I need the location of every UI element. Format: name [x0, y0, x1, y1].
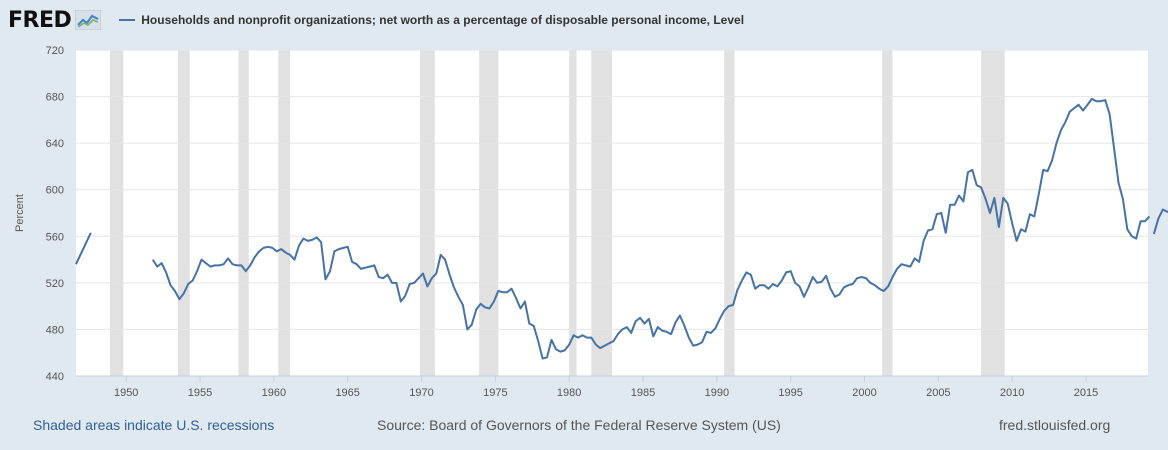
site-url[interactable]: fred.stlouisfed.org — [999, 417, 1111, 433]
y-tick-label: 440 — [46, 371, 64, 383]
line-chart-icon — [75, 10, 102, 30]
x-tick-label: 2015 — [1074, 387, 1098, 399]
x-tick-label: 1960 — [262, 387, 286, 399]
x-tick-label: 1980 — [557, 387, 581, 399]
recession-band — [238, 50, 249, 376]
x-tick-label: 1990 — [705, 387, 729, 399]
y-tick-label: 480 — [46, 324, 64, 336]
x-tick-label: 1965 — [335, 387, 359, 399]
series-line — [75, 232, 92, 265]
x-tick-label: 1955 — [188, 387, 212, 399]
legend-label: Households and nonprofit organizations; … — [141, 13, 745, 27]
recession-band — [479, 50, 499, 376]
x-tick-label: 1975 — [483, 387, 507, 399]
series-line — [151, 97, 1151, 360]
x-tick-label: 1985 — [631, 387, 655, 399]
recession-band — [882, 50, 893, 376]
y-tick-label: 680 — [46, 92, 64, 104]
x-tick-label: 1970 — [409, 387, 433, 399]
recession-band — [724, 50, 735, 376]
chart-header: FRED Households and nonprofit organizati… — [8, 6, 744, 34]
source-note: Source: Board of Governors of the Federa… — [377, 417, 781, 433]
y-tick-label: 560 — [46, 231, 64, 243]
x-tick-label: 2010 — [1000, 387, 1024, 399]
y-tick-label: 720 — [46, 45, 64, 57]
y-tick-label: 600 — [46, 185, 64, 197]
recession-band — [569, 50, 577, 376]
recession-band — [177, 50, 190, 376]
recession-band — [420, 50, 435, 376]
x-tick-label: 2000 — [852, 387, 876, 399]
y-axis-label: Percent — [14, 194, 26, 232]
legend-line-swatch — [119, 19, 136, 21]
y-tick-label: 640 — [46, 138, 64, 150]
x-tick-label: 2005 — [926, 387, 950, 399]
x-tick-label: 1995 — [778, 387, 802, 399]
recessions-note[interactable]: Shaded areas indicate U.S. recessions — [33, 417, 275, 433]
recession-band — [109, 50, 124, 376]
recession-band — [591, 50, 612, 376]
legend: Households and nonprofit organizations; … — [119, 13, 744, 27]
y-tick-label: 520 — [46, 278, 64, 290]
recession-band — [981, 50, 1005, 376]
fred-logo[interactable]: FRED — [8, 7, 72, 33]
x-tick-label: 1950 — [114, 387, 138, 399]
series-line — [1152, 208, 1168, 235]
recession-band — [278, 50, 291, 376]
